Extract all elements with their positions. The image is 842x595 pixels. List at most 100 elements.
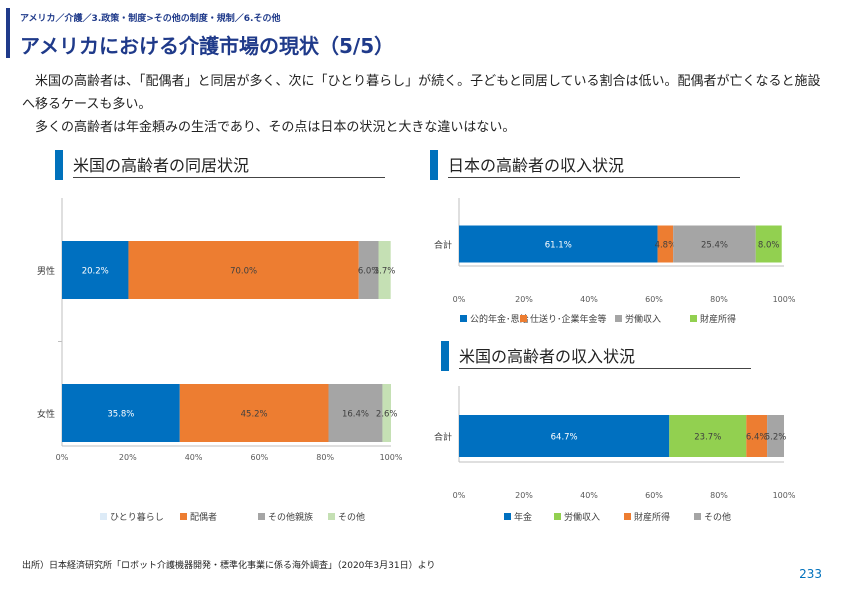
legend-swatch [258, 513, 265, 520]
legend-label: 財産所得 [634, 511, 670, 523]
legend-label: 財産所得 [700, 313, 736, 325]
intro-paragraph-2: 多くの高齢者は年金頼みの生活であり、その点は日本の状況と大きな違いはない。 [35, 120, 516, 135]
page-title: アメリカにおける介護市場の現状（5/5） [20, 34, 395, 58]
x-tick-label: 100% [773, 491, 796, 500]
chart-us-living: 0% 20% 40% 60% 80% 100% 男性女性 20.2% 70.0% 6.0% 3.7%… [22, 198, 402, 533]
page-number: 233 [799, 567, 822, 581]
section-title: 米国の高齢者の収入状況 [459, 347, 636, 366]
header-accent-bar [6, 8, 10, 58]
category-label: 女性 [37, 408, 55, 420]
legend-swatch [328, 513, 335, 520]
legend-label: 公的年金･恩給 [470, 313, 529, 325]
legend-label: その他 [338, 511, 365, 523]
bar-segment [62, 241, 129, 299]
data-label: 20.2% [82, 267, 109, 277]
bar-segment [459, 415, 670, 457]
section-underline [459, 368, 751, 369]
x-tick-label: 80% [710, 295, 728, 304]
legend-swatch [180, 513, 187, 520]
bar-segment [358, 241, 379, 299]
legend-swatch [520, 315, 527, 322]
legend-label: その他 [704, 511, 731, 523]
x-tick-label: 60% [645, 295, 663, 304]
x-tick-label: 60% [645, 491, 663, 500]
data-label: 25.4% [701, 241, 728, 251]
x-tick-label: 20% [119, 453, 137, 462]
legend-label: 年金 [514, 511, 532, 523]
x-tick-label: 100% [380, 453, 402, 462]
category-label: 合計 [434, 431, 452, 443]
data-label: 3.7% [374, 267, 396, 277]
x-tick-label: 0% [453, 491, 466, 500]
bar-segment [657, 225, 674, 263]
x-tick-label: 60% [251, 453, 269, 462]
legend-label: 労働収入 [564, 511, 600, 523]
breadcrumb: アメリカ／介護／3.政策・制度>その他の制度・規制／6.その他 [20, 14, 281, 24]
data-label: 16.4% [342, 410, 369, 420]
legend-swatch [460, 315, 467, 322]
data-label: 70.0% [230, 267, 257, 277]
legend-swatch [615, 315, 622, 322]
bar-segment [328, 384, 383, 442]
data-label: 4.8% [655, 241, 677, 251]
chart-svg: 0% 20% 40% 60% 80% 100% 合計 64.7% 23.7% 6.4%5.2% 年金… [434, 386, 796, 523]
legend-label: 労働収入 [625, 313, 661, 325]
bar-segment [755, 225, 782, 263]
x-tick-label: 40% [580, 491, 598, 500]
legend-label: 仕送り･企業年金等 [530, 313, 607, 325]
intro-text: 米国の高齢者は、「配偶者」と同居が多く、次に「ひとり暮らし」が続く。子どもと同居… [22, 70, 822, 139]
bar-segment [62, 384, 180, 442]
bar-segment [459, 225, 658, 263]
data-label: 5.2% [765, 433, 787, 443]
chart-us-income: 0% 20% 40% 60% 80% 100% 合計 64.7% 23.7% 6.4% 5.2% 年金… [422, 386, 802, 526]
x-tick-label: 20% [515, 491, 533, 500]
x-tick-label: 100% [773, 295, 796, 304]
legend-swatch [694, 513, 701, 520]
legend-swatch [100, 513, 107, 520]
source-note: 出所）日本経済研究所「ロボット介護機器開発・標準化事業に係る海外調査」（2020… [22, 561, 436, 571]
section-jp-income: 日本の高齢者の収入状況 [430, 150, 740, 180]
section-us-living: 米国の高齢者の同居状況 [55, 150, 385, 180]
x-tick-label: 20% [515, 295, 533, 304]
data-label: 23.7% [694, 433, 721, 443]
data-label: 8.0% [758, 241, 780, 251]
bar-segment [767, 415, 784, 457]
data-label: 64.7% [551, 433, 578, 443]
section-underline [448, 177, 740, 178]
data-label: 2.6% [376, 410, 398, 420]
section-marker [430, 150, 438, 180]
data-label: 6.4% [746, 433, 768, 443]
section-underline [73, 177, 385, 178]
section-us-income: 米国の高齢者の収入状況 [441, 341, 751, 371]
bar-segment [669, 415, 747, 457]
data-label: 6.0% [358, 267, 380, 277]
legend-swatch [624, 513, 631, 520]
bar-segment [378, 241, 391, 299]
category-label: 男性 [37, 265, 55, 277]
bar-segment [673, 225, 756, 263]
legend-label: 配偶者 [190, 511, 217, 523]
legend-swatch [554, 513, 561, 520]
section-marker [441, 341, 449, 371]
legend-swatch [690, 315, 697, 322]
x-tick-label: 80% [316, 453, 334, 462]
x-tick-label: 80% [710, 491, 728, 500]
bar-segment [128, 241, 359, 299]
bar-segment [179, 384, 329, 442]
x-tick-label: 40% [185, 453, 203, 462]
legend-label: その他親族 [268, 511, 313, 523]
chart-svg: 0% 20% 40% 60% 80% 100% 合計 61.1% 4.8% 25.4% 8.0% 公的… [434, 198, 796, 325]
x-tick-label: 40% [580, 295, 598, 304]
section-title: 日本の高齢者の収入状況 [448, 156, 625, 175]
bar-segment [746, 415, 768, 457]
legend-label: ひとり暮らし [110, 511, 164, 523]
data-label: 45.2% [241, 410, 268, 420]
x-tick-label: 0% [56, 453, 69, 462]
bar-segment [382, 384, 391, 442]
section-title: 米国の高齢者の同居状況 [73, 156, 250, 175]
x-tick-label: 0% [453, 295, 466, 304]
section-marker [55, 150, 63, 180]
chart-jp-income: 0% 20% 40% 60% 80% 100% 合計 61.1% 4.8% 25.4% 8.0% 公的… [422, 198, 802, 330]
category-label: 合計 [434, 239, 452, 251]
